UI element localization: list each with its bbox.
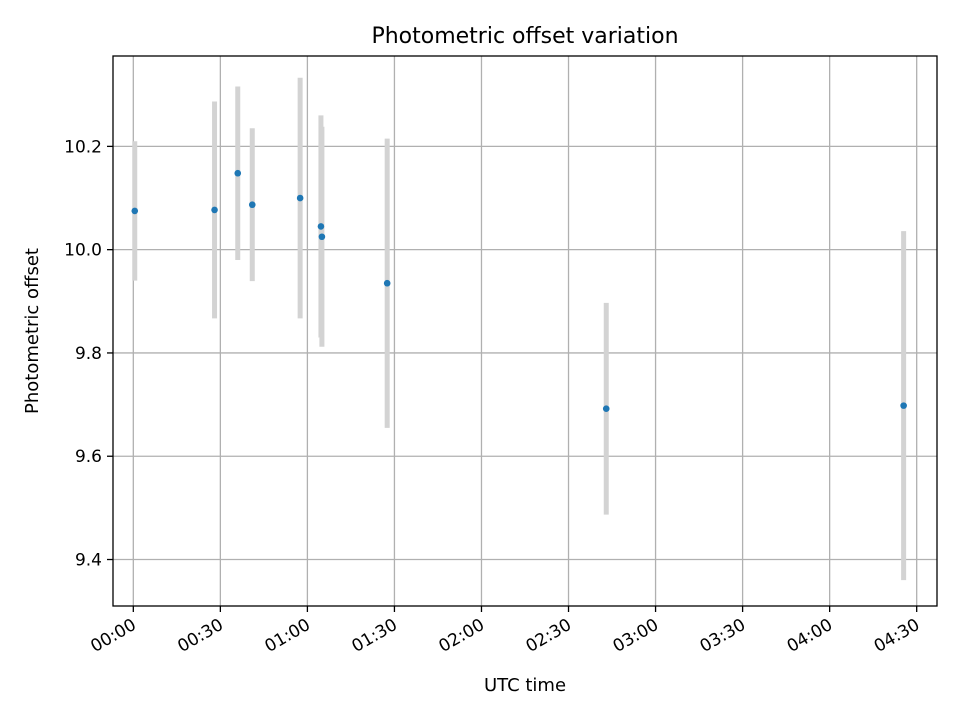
chart-title: Photometric offset variation — [371, 24, 678, 49]
y-tick-label: 9.4 — [75, 551, 102, 571]
data-point — [602, 405, 610, 413]
data-point — [383, 279, 391, 287]
data-point — [900, 402, 907, 409]
data-point — [317, 223, 325, 230]
data-point — [296, 194, 304, 202]
plot-frame — [112, 55, 938, 607]
y-axis-label: Photometric offset — [22, 248, 43, 414]
y-tick-label: 10.0 — [64, 241, 102, 261]
data-point — [234, 169, 242, 177]
x-axis-label: UTC time — [484, 675, 566, 696]
data-point — [318, 233, 326, 241]
data-point — [211, 206, 218, 214]
data-markers — [131, 169, 907, 413]
y-tick-label: 9.6 — [75, 447, 102, 467]
grid — [113, 56, 937, 606]
y-tick-label: 9.8 — [75, 344, 102, 364]
y-tick-label: 10.2 — [64, 137, 102, 157]
data-point — [248, 201, 256, 209]
y-axis-ticks: 9.4 9.6 9.8 10.0 10.2 — [64, 137, 113, 571]
data-point — [131, 207, 139, 215]
